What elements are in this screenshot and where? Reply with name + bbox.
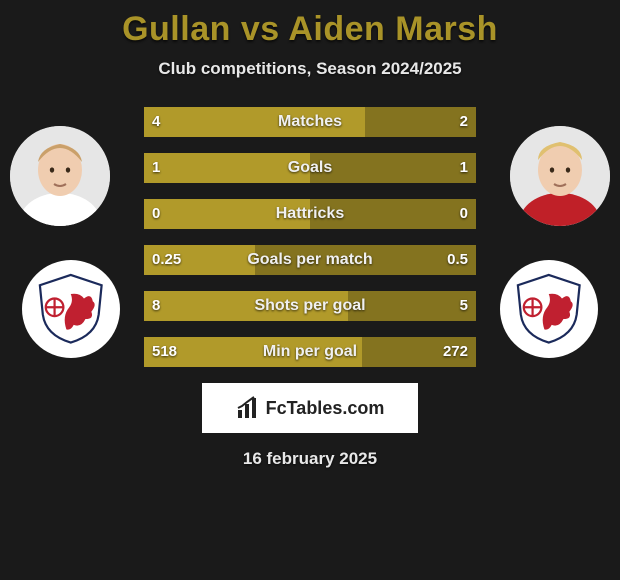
stat-label: Goals per match — [144, 245, 476, 275]
stat-value-right: 0.5 — [447, 245, 468, 275]
stat-row: 1Goals1 — [144, 153, 476, 183]
stat-label: Goals — [144, 153, 476, 183]
stat-row: 0Hattricks0 — [144, 199, 476, 229]
page-title: Gullan vs Aiden Marsh — [0, 10, 620, 49]
player1-avatar — [10, 126, 110, 226]
stat-row: 0.25Goals per match0.5 — [144, 245, 476, 275]
vs-label: vs — [241, 10, 280, 48]
subtitle: Club competitions, Season 2024/2025 — [0, 59, 620, 79]
stat-row: 518Min per goal272 — [144, 337, 476, 367]
stat-label: Min per goal — [144, 337, 476, 367]
stats-comparison: 4Matches2 1Goals1 0Hattricks0 0.25Goals per… — [144, 107, 476, 367]
player1-name: Gullan — [122, 10, 231, 48]
stat-row: 8Shots per goal5 — [144, 291, 476, 321]
chart-icon — [236, 396, 260, 420]
infographic-date: 16 february 2025 — [0, 449, 620, 469]
player2-club-crest — [500, 260, 598, 358]
stat-value-right: 5 — [460, 291, 468, 321]
stat-label: Hattricks — [144, 199, 476, 229]
stat-label: Shots per goal — [144, 291, 476, 321]
stat-value-right: 1 — [460, 153, 468, 183]
stat-value-right: 0 — [460, 199, 468, 229]
player1-club-crest — [22, 260, 120, 358]
brand-text: FcTables.com — [266, 398, 385, 419]
player2-name: Aiden Marsh — [288, 10, 498, 48]
stat-value-right: 2 — [460, 107, 468, 137]
brand-badge: FcTables.com — [202, 383, 418, 433]
stat-label: Matches — [144, 107, 476, 137]
player2-avatar — [510, 126, 610, 226]
stat-value-right: 272 — [443, 337, 468, 367]
stat-row: 4Matches2 — [144, 107, 476, 137]
